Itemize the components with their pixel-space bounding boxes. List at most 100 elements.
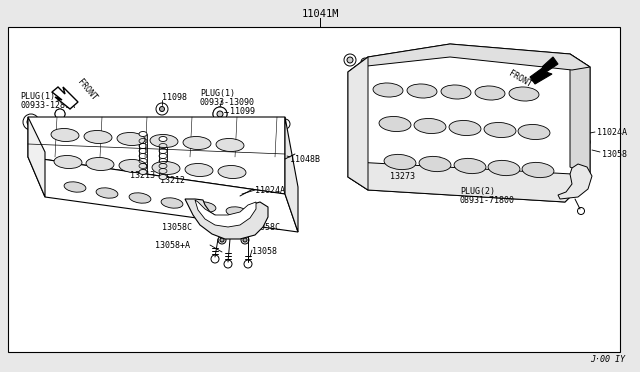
Circle shape [55, 109, 65, 119]
Bar [8, 27, 620, 352]
Ellipse shape [414, 118, 446, 134]
Ellipse shape [159, 174, 167, 180]
Circle shape [224, 260, 232, 268]
Circle shape [213, 107, 227, 121]
Ellipse shape [161, 198, 183, 208]
Circle shape [243, 238, 247, 242]
Text: 13212: 13212 [160, 176, 185, 185]
Text: 11099: 11099 [230, 106, 255, 115]
Circle shape [350, 117, 360, 127]
Polygon shape [530, 57, 558, 84]
Ellipse shape [373, 83, 403, 97]
Text: 13213: 13213 [130, 170, 155, 180]
Text: PLUG(1): PLUG(1) [20, 92, 55, 100]
Ellipse shape [454, 158, 486, 174]
Circle shape [27, 118, 35, 126]
Circle shape [37, 119, 47, 129]
Ellipse shape [183, 137, 211, 150]
Text: 11048B: 11048B [290, 154, 320, 164]
Ellipse shape [484, 122, 516, 138]
Text: 00933-13090: 00933-13090 [200, 97, 255, 106]
Circle shape [34, 122, 46, 134]
Text: 13058C: 13058C [250, 222, 280, 231]
Polygon shape [348, 162, 590, 202]
Text: PLUG(2): PLUG(2) [460, 186, 495, 196]
Ellipse shape [51, 128, 79, 141]
Text: FRONT: FRONT [75, 77, 98, 102]
Circle shape [211, 255, 219, 263]
Text: 11024A: 11024A [255, 186, 285, 195]
Text: 13058C: 13058C [162, 222, 192, 231]
Circle shape [217, 111, 223, 117]
Polygon shape [570, 54, 590, 177]
Circle shape [37, 152, 47, 162]
Text: J·00 IY: J·00 IY [590, 355, 625, 364]
Ellipse shape [150, 134, 178, 148]
Text: 11041M: 11041M [301, 9, 339, 19]
Ellipse shape [509, 87, 539, 101]
Circle shape [273, 119, 283, 129]
Ellipse shape [522, 163, 554, 177]
Polygon shape [348, 57, 368, 190]
Ellipse shape [185, 163, 213, 177]
Polygon shape [348, 44, 590, 202]
Ellipse shape [96, 188, 118, 198]
Polygon shape [348, 44, 590, 72]
Ellipse shape [159, 137, 167, 141]
Ellipse shape [64, 182, 86, 192]
Ellipse shape [475, 86, 505, 100]
Circle shape [273, 149, 283, 159]
Circle shape [561, 190, 569, 198]
Circle shape [58, 112, 63, 116]
Circle shape [256, 202, 262, 208]
Ellipse shape [218, 166, 246, 179]
Circle shape [213, 107, 227, 121]
Polygon shape [558, 164, 592, 199]
Circle shape [216, 110, 223, 118]
Ellipse shape [518, 125, 550, 140]
Text: 11024A: 11024A [597, 128, 627, 137]
Text: 13058: 13058 [602, 150, 627, 158]
Circle shape [241, 236, 249, 244]
Polygon shape [28, 117, 45, 197]
Text: 13058: 13058 [252, 247, 277, 257]
Circle shape [577, 208, 584, 215]
Circle shape [156, 103, 168, 115]
Polygon shape [52, 87, 78, 109]
Polygon shape [195, 200, 256, 227]
Ellipse shape [86, 157, 114, 170]
Polygon shape [285, 117, 298, 232]
Ellipse shape [407, 84, 437, 98]
Circle shape [578, 66, 586, 74]
Circle shape [266, 202, 273, 208]
Circle shape [281, 155, 289, 163]
Text: 08931-71800: 08931-71800 [460, 196, 515, 205]
Text: 00933-1281A: 00933-1281A [20, 100, 75, 109]
Circle shape [193, 195, 200, 202]
Circle shape [218, 236, 226, 244]
Ellipse shape [194, 202, 216, 212]
Ellipse shape [441, 85, 471, 99]
Circle shape [237, 192, 243, 199]
Text: 13273: 13273 [390, 171, 415, 180]
Ellipse shape [84, 131, 112, 144]
Polygon shape [28, 157, 298, 232]
Text: FRONT: FRONT [507, 69, 533, 89]
Circle shape [577, 117, 587, 127]
Ellipse shape [139, 170, 147, 174]
Text: PLUG(1): PLUG(1) [200, 89, 235, 97]
Circle shape [51, 176, 58, 183]
Circle shape [361, 58, 369, 66]
Circle shape [23, 114, 39, 130]
Circle shape [124, 186, 131, 193]
Circle shape [244, 260, 252, 268]
Circle shape [366, 178, 374, 186]
Polygon shape [28, 117, 285, 194]
Ellipse shape [488, 160, 520, 176]
Circle shape [347, 57, 353, 63]
Ellipse shape [117, 132, 145, 145]
Ellipse shape [216, 138, 244, 151]
Circle shape [220, 238, 224, 242]
Ellipse shape [419, 156, 451, 171]
Ellipse shape [384, 154, 416, 170]
